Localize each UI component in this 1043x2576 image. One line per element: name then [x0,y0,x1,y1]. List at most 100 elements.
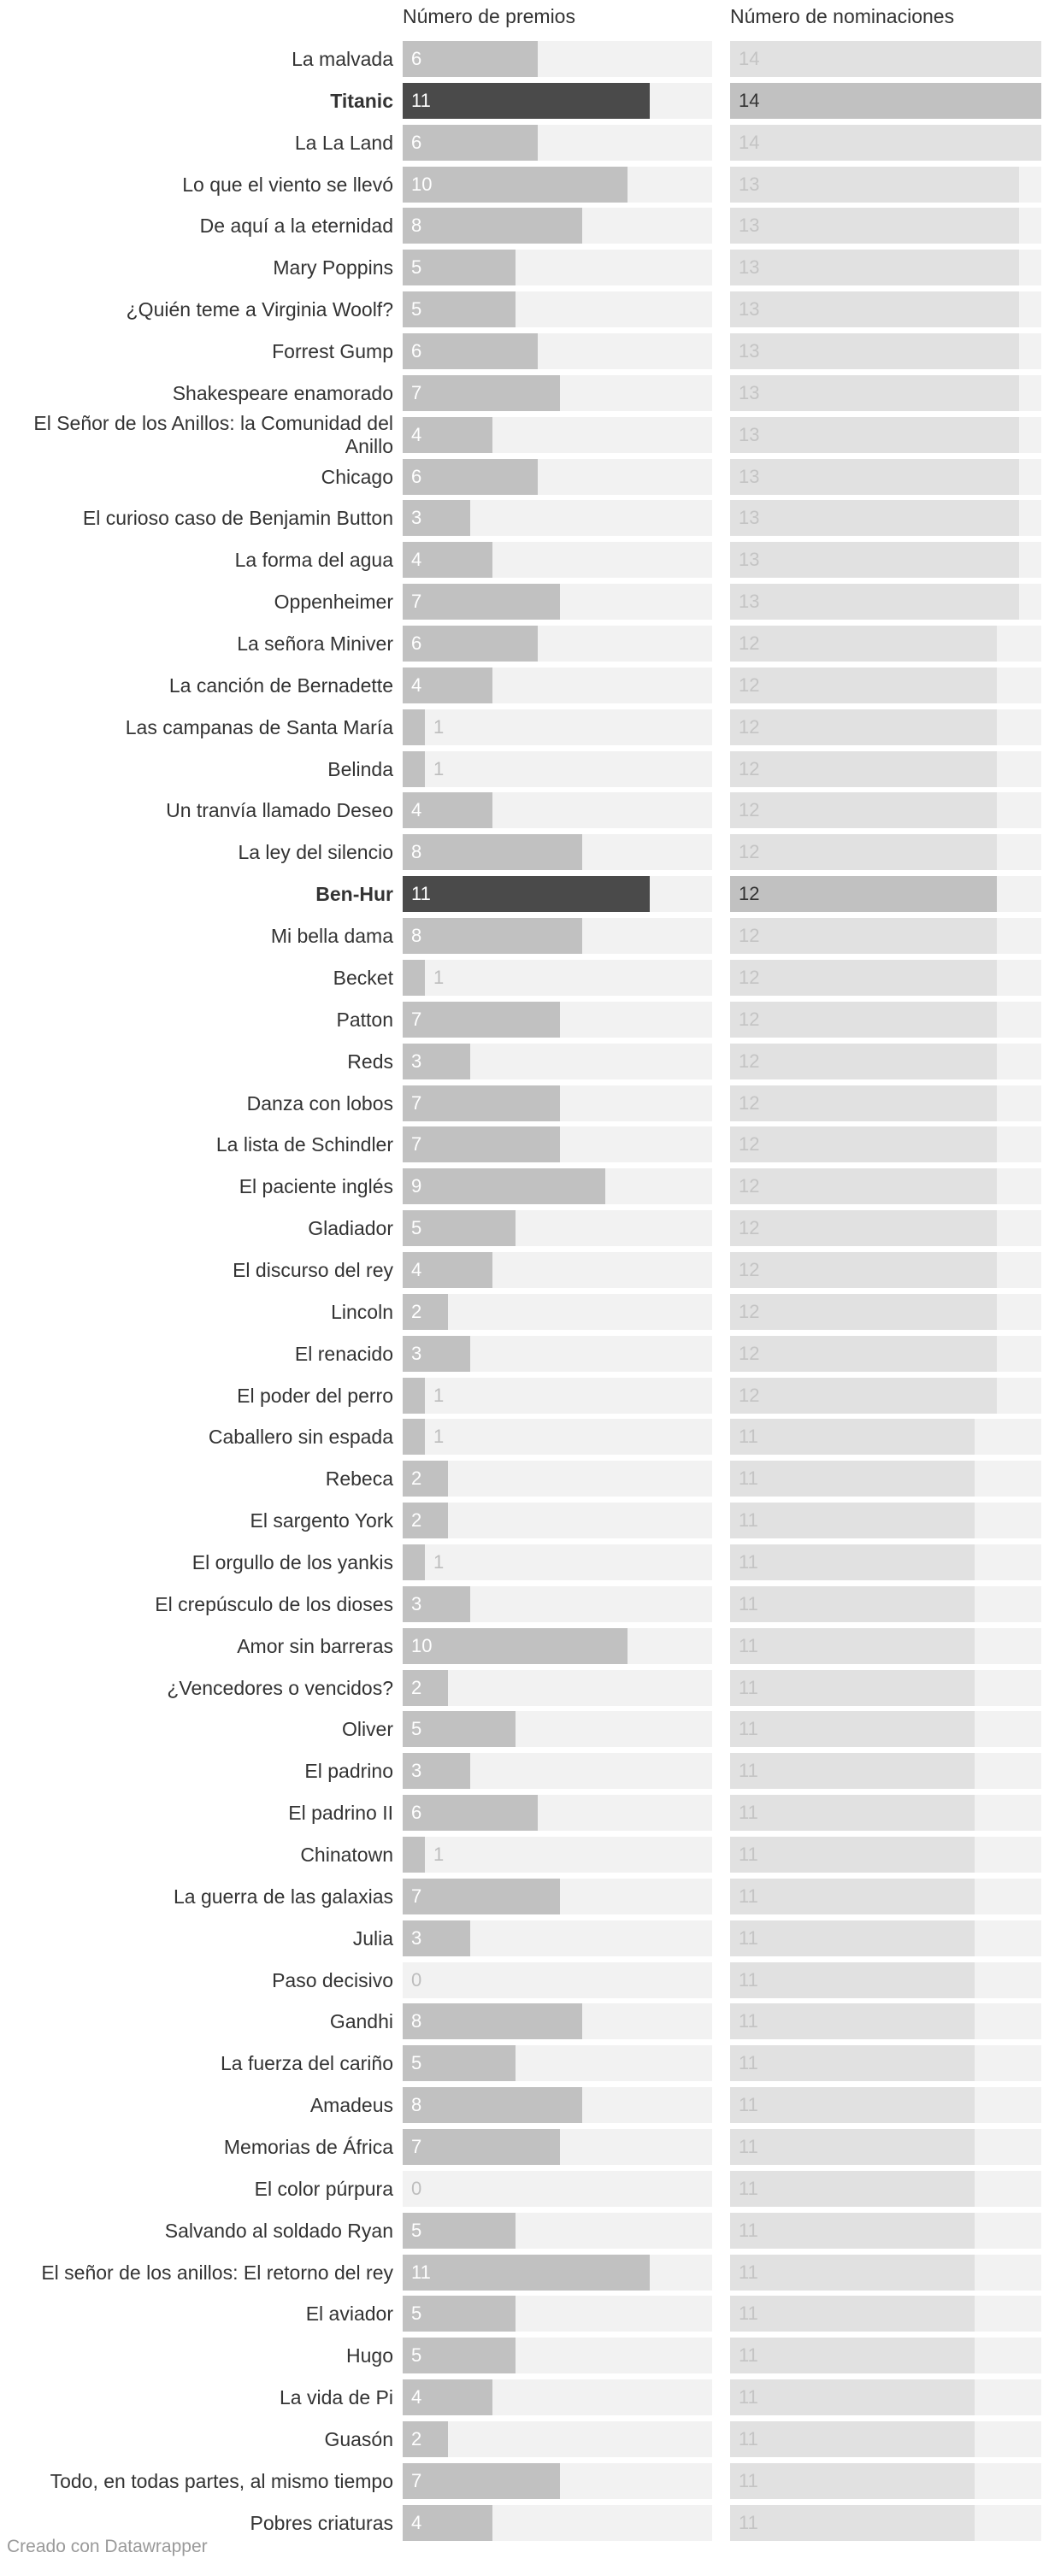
chart-row: Gandhi 8 11 [0,2003,1043,2039]
nominations-bar [730,792,997,828]
nominations-value-label: 11 [739,2428,758,2450]
chart-row: El crepúsculo de los dioses 3 11 [0,1586,1043,1622]
chart-row: Gladiador 5 12 [0,1210,1043,1246]
nominations-column-header: Número de nominaciones [730,5,955,27]
nominations-track: 13 [730,333,1041,369]
row-label: El renacido [294,1343,393,1365]
nominations-value-label: 11 [739,1760,758,1781]
awards-track: 1 [403,709,712,745]
nominations-value-label: 11 [739,1969,758,1991]
awards-track: 5 [403,2213,712,2249]
nominations-track: 14 [730,83,1041,119]
row-label: Lo que el viento se llevó [182,173,393,196]
nominations-value-label: 11 [739,2220,758,2241]
chart-row: Titanic 11 14 [0,83,1043,119]
row-label: Caballero sin espada [208,1426,393,1448]
awards-column-header: Número de premios [403,5,575,27]
awards-track: 4 [403,417,712,453]
chart-row: El poder del perro 1 12 [0,1378,1043,1414]
awards-value-label: 4 [411,674,422,696]
nominations-track: 12 [730,1210,1041,1246]
nominations-track: 12 [730,1126,1041,1162]
row-label: De aquí a la eternidad [199,215,393,237]
chart-row: Julia 3 11 [0,1920,1043,1956]
row-label: Amadeus [309,2094,393,2116]
row-label: La guerra de las galaxias [174,1885,393,1908]
nominations-value-label: 11 [739,2512,758,2533]
row-label: Oliver [341,1718,393,1740]
nominations-value-label: 13 [739,424,760,445]
nominations-value-label: 11 [739,1509,758,1531]
nominations-bar [730,1378,997,1414]
nominations-value-label: 13 [739,173,760,195]
nominations-track: 11 [730,1461,1041,1497]
awards-value-label: 4 [411,2386,422,2408]
awards-value-label: 11 [411,883,431,904]
nominations-track: 12 [730,1378,1041,1414]
row-label: Gandhi [329,2010,393,2032]
chart-row: Rebeca 2 11 [0,1461,1043,1497]
nominations-track: 11 [730,1670,1041,1706]
awards-track: 9 [403,1168,712,1204]
awards-value-label: 7 [411,2470,422,2491]
awards-value-label: 6 [411,466,422,487]
awards-track: 10 [403,1628,712,1664]
nominations-bar [730,1837,975,1873]
chart-row: Danza con lobos 7 12 [0,1085,1043,1121]
awards-track: 5 [403,250,712,285]
nominations-track: 13 [730,208,1041,244]
nominations-bar [730,834,997,870]
awards-bar [403,2296,516,2332]
nominations-value-label: 11 [739,2178,758,2199]
row-label: Ben-Hur [315,883,393,905]
nominations-bar [730,2255,975,2291]
awards-track: 8 [403,2003,712,2039]
awards-bar [403,291,516,327]
awards-bar [403,1378,425,1414]
nominations-value-label: 12 [739,716,760,738]
awards-bar [403,792,492,828]
chart-row: La guerra de las galaxias 7 11 [0,1879,1043,1914]
awards-track: 3 [403,1920,712,1956]
awards-bar [403,834,582,870]
awards-track: 6 [403,459,712,495]
chart-row: El padrino 3 11 [0,1753,1043,1789]
nominations-track: 14 [730,125,1041,161]
row-label: ¿Vencedores o vencidos? [167,1677,393,1699]
awards-value-label: 4 [411,1259,422,1280]
chart-row: Forrest Gump 6 13 [0,333,1043,369]
awards-value-label: 4 [411,424,422,445]
row-label: El sargento York [250,1509,393,1532]
awards-value-label: 8 [411,841,422,862]
nominations-value-label: 13 [739,466,760,487]
awards-track: 7 [403,1879,712,1914]
nominations-track: 12 [730,1002,1041,1038]
awards-bar [403,500,470,536]
nominations-track: 11 [730,2255,1041,2291]
nominations-value-label: 12 [739,1385,760,1406]
nominations-track: 12 [730,1044,1041,1079]
nominations-track: 12 [730,709,1041,745]
row-label: Chicago [321,466,393,488]
awards-bar [403,1210,516,1246]
nominations-track: 11 [730,2213,1041,2249]
awards-bar [403,2255,650,2291]
nominations-bar [730,2505,975,2541]
awards-bar [403,459,538,495]
nominations-track: 12 [730,918,1041,954]
awards-track: 5 [403,1711,712,1747]
nominations-value-label: 12 [739,1133,760,1155]
chart-row: Mi bella dama 8 12 [0,918,1043,954]
chart-row: La ley del silencio 8 12 [0,834,1043,870]
chart-row: Memorias de África 7 11 [0,2129,1043,2165]
nominations-bar [730,125,1041,161]
awards-bar [403,125,538,161]
row-label: Las campanas de Santa María [125,716,393,738]
awards-value-label: 11 [411,90,431,111]
nominations-track: 11 [730,1503,1041,1538]
awards-bar [403,2003,582,2039]
nominations-value-label: 11 [739,2303,758,2324]
nominations-value-label: 11 [739,1593,758,1614]
awards-track: 2 [403,1294,712,1330]
row-label: Pobres criaturas [250,2512,393,2534]
